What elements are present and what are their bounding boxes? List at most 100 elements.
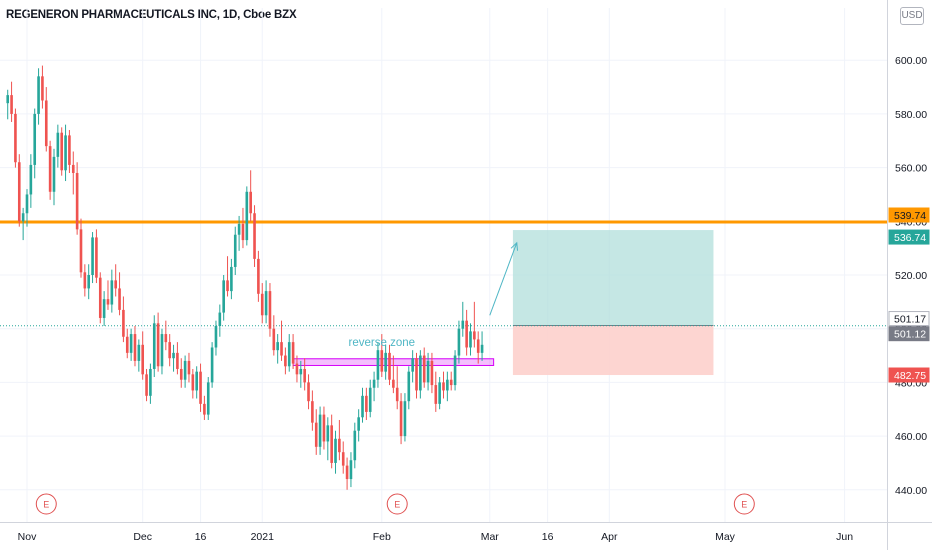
price-tag-target[interactable]: 536.74	[888, 229, 930, 245]
y-tick-label: 580.00	[895, 109, 927, 121]
annotations: reverse zone	[349, 241, 519, 349]
candle-body	[203, 403, 206, 415]
candle-body	[195, 371, 198, 391]
price-tag-entry[interactable]: 501.17	[888, 311, 930, 327]
candle-body	[403, 401, 407, 437]
grid	[0, 8, 887, 522]
candle	[461, 301, 465, 337]
candle-body	[218, 312, 222, 327]
candle-body	[183, 360, 187, 380]
candle	[291, 334, 295, 369]
candle	[353, 422, 357, 469]
candle-body	[368, 387, 372, 412]
x-tick-label: Jun	[836, 531, 853, 543]
price-tag-last[interactable]: 501.12	[888, 326, 930, 342]
candle	[465, 309, 468, 356]
candle	[272, 315, 276, 356]
x-tick-label: Feb	[373, 531, 391, 543]
candle-body	[37, 76, 40, 114]
candle-body	[284, 355, 287, 367]
candle-body	[79, 229, 83, 273]
candle	[195, 366, 198, 399]
candle-body	[449, 379, 453, 386]
candle-body	[395, 387, 399, 402]
candle-body	[29, 164, 33, 195]
candle	[403, 393, 407, 442]
candle-body	[237, 223, 241, 235]
projection-arrow[interactable]	[489, 242, 518, 316]
candle-body	[98, 277, 102, 318]
candle-body	[87, 275, 91, 289]
candle	[226, 256, 229, 297]
candle-body	[430, 360, 434, 386]
candle	[399, 393, 403, 445]
x-tick-label: May	[715, 531, 736, 543]
candle	[341, 441, 345, 474]
x-tick-label: Nov	[18, 531, 37, 543]
candle-body	[303, 368, 306, 383]
candle-body	[322, 414, 326, 442]
price-tag-resistance[interactable]: 539.74	[888, 207, 930, 223]
earnings-event-marker[interactable]: E	[35, 493, 57, 515]
candle-body	[164, 334, 168, 343]
price-tag-bg	[888, 326, 930, 342]
candle-body	[257, 258, 260, 294]
price-tag-stop[interactable]: 482.75	[888, 367, 930, 383]
candle	[257, 250, 260, 302]
price-tag-bg	[888, 367, 930, 383]
candle	[29, 154, 33, 208]
candle-body	[83, 272, 87, 289]
candle-body	[25, 194, 29, 214]
candle	[407, 366, 411, 410]
candle-body	[64, 135, 67, 171]
candle	[118, 272, 121, 316]
earnings-event-marker[interactable]: E	[733, 493, 755, 515]
candle-body	[168, 342, 171, 359]
candle-body	[14, 113, 17, 163]
candle-body	[465, 320, 468, 348]
candle-body	[21, 213, 25, 222]
candle-body	[249, 191, 252, 214]
x-tick-label: 2021	[251, 531, 275, 543]
candle	[75, 162, 79, 235]
candle	[106, 280, 110, 310]
candle	[60, 127, 64, 176]
candle	[141, 331, 145, 380]
candle-body	[156, 323, 160, 367]
candle	[422, 347, 426, 388]
currency-badge[interactable]: USD	[900, 7, 924, 25]
candle	[87, 264, 91, 300]
candle	[307, 374, 310, 410]
candle-body	[480, 344, 484, 353]
candle	[268, 283, 272, 337]
candle	[149, 363, 152, 404]
candle-body	[446, 379, 449, 391]
candle-body	[214, 326, 218, 348]
candle-body	[95, 237, 98, 278]
candle-body	[314, 422, 318, 447]
candle-body	[125, 336, 129, 353]
profit-zone[interactable]	[512, 230, 714, 326]
candle	[206, 377, 210, 420]
candle-body	[114, 280, 118, 289]
earnings-event-marker[interactable]: E	[386, 493, 408, 515]
candle	[395, 366, 399, 410]
candle	[230, 258, 233, 300]
price-tag-label: 536.74	[894, 232, 926, 244]
candle	[37, 68, 40, 125]
candle-body	[392, 379, 395, 388]
candle-body	[6, 95, 10, 104]
candle	[299, 360, 303, 388]
candle	[426, 352, 430, 391]
candle-body	[48, 146, 52, 192]
candle	[203, 395, 206, 420]
candle	[145, 368, 148, 402]
candle-body	[434, 385, 438, 404]
price-tag-label: 482.75	[894, 370, 926, 382]
candle	[214, 320, 218, 356]
candle-body	[60, 132, 64, 171]
loss-zone[interactable]	[512, 325, 714, 376]
candle	[95, 229, 98, 284]
y-tick-label: 560.00	[895, 163, 927, 175]
